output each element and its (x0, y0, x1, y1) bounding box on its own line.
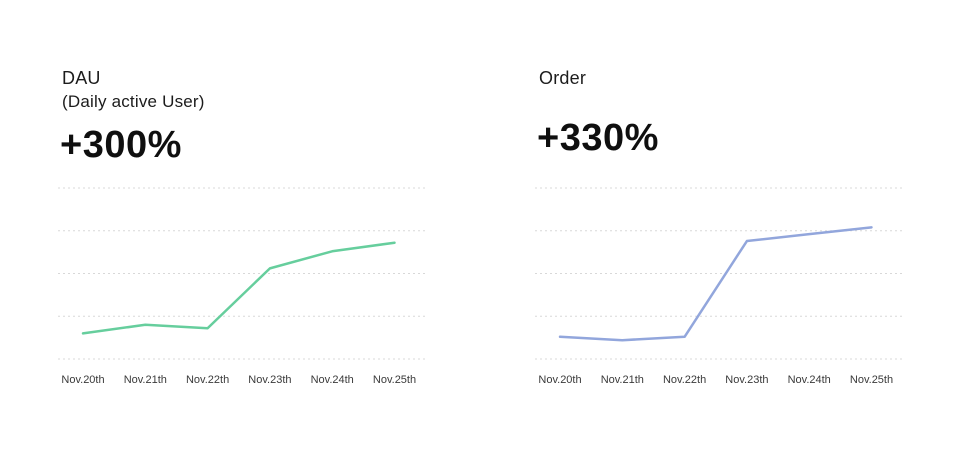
x-axis-label: Nov.25th (373, 374, 416, 386)
chart-canvas: Nov.20th Nov.21th Nov.22th Nov.23th Nov.24th… (58, 187, 428, 386)
dau-chart-panel: DAU (Daily active User) +300% Nov.20th No… (58, 66, 430, 426)
x-axis-label: Nov.20th (61, 374, 104, 386)
order-chart-panel: Order +330% Nov.20th Nov.21th Nov.22th Nov.… (535, 66, 907, 426)
x-axis-label: Nov.23th (725, 374, 768, 386)
x-axis-label: Nov.23th (248, 374, 291, 386)
order-line-chart: Nov.20th Nov.21th Nov.22th Nov.23th Nov.24th… (535, 186, 907, 398)
x-axis-label: Nov.22th (186, 374, 229, 386)
data-line (81, 241, 396, 335)
x-axis-label: Nov.25th (850, 374, 893, 386)
x-axis-label: Nov.24th (311, 374, 354, 386)
x-axis-label: Nov.21th (601, 374, 644, 386)
order-growth-value: +330% (537, 117, 659, 159)
dau-growth-value: +300% (60, 124, 182, 166)
data-line (558, 226, 873, 342)
order-chart-subtitle (535, 90, 907, 114)
dau-chart-title: DAU (62, 68, 101, 88)
x-axis-label: Nov.21th (124, 374, 167, 386)
x-axis-label: Nov.24th (788, 374, 831, 386)
order-chart-title: Order (539, 68, 587, 88)
x-axis-label: Nov.22th (663, 374, 706, 386)
x-axis-label: Nov.20th (538, 374, 581, 386)
chart-canvas: Nov.20th Nov.21th Nov.22th Nov.23th Nov.24th… (535, 187, 905, 386)
dau-chart-subtitle: (Daily active User) (62, 92, 205, 111)
dau-line-chart: Nov.20th Nov.21th Nov.22th Nov.23th Nov.24th… (58, 186, 430, 398)
